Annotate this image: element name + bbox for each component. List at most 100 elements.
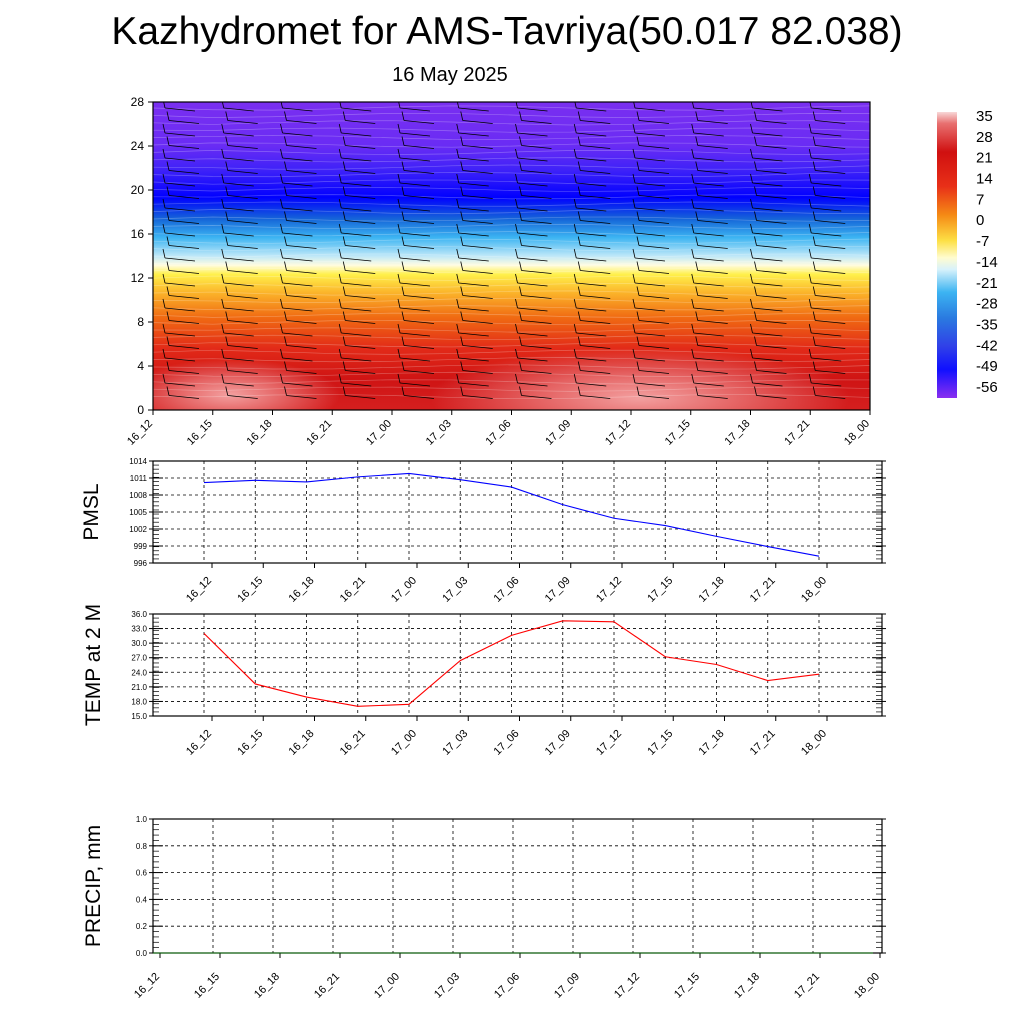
wind-barb <box>815 295 846 299</box>
wind-barb <box>286 220 317 224</box>
x-tick-label: 16_18 <box>287 575 317 605</box>
wind-barb <box>399 157 431 162</box>
wind-barb <box>227 320 258 324</box>
wind-barb <box>223 257 254 262</box>
x-tick-label: 18_00 <box>799 728 829 758</box>
heatmap-panel: 0 4 8 12 16 20 24 28 16_12 16_15 16_18 16_21 17_00 1… <box>125 95 872 448</box>
y-tick-label: 0.0 <box>136 949 148 958</box>
wind-barb <box>811 282 842 287</box>
wind-barb <box>576 257 607 262</box>
wind-barb <box>164 382 196 387</box>
wind-barb <box>580 320 611 324</box>
wind-barb <box>345 295 376 299</box>
x-tick-label: 16_15 <box>192 971 222 1001</box>
x-tick-label: 17_09 <box>543 728 573 758</box>
wind-barb <box>399 282 431 287</box>
wind-barb <box>168 345 200 349</box>
y-tick-label: 24.0 <box>131 668 147 677</box>
wind-barb <box>341 282 372 287</box>
wind-barb <box>634 382 666 387</box>
wind-barb <box>756 120 787 124</box>
wind-barb <box>168 195 200 199</box>
wind-barb <box>164 257 196 262</box>
wind-barb <box>341 207 372 212</box>
wind-barbs <box>162 102 846 399</box>
x-tick-label: 17_06 <box>492 728 522 758</box>
wind-barb <box>458 282 489 287</box>
chart-title: Kazhydromet for AMS-Tavriya(50.017 82.03… <box>111 10 903 53</box>
wind-barb <box>811 232 842 237</box>
x-tick-label: 17_06 <box>492 575 522 605</box>
wind-barb <box>458 107 489 112</box>
wind-barb <box>580 295 611 299</box>
wind-barb <box>517 257 548 262</box>
wind-barb <box>286 145 317 149</box>
heatmap-x-tick: 16_15 <box>185 418 215 448</box>
x-tick-label: 17_06 <box>492 971 522 1001</box>
wind-barb <box>282 257 313 262</box>
heatmap-hotspot-left <box>153 359 340 410</box>
colorbar-label: 7 <box>976 191 984 208</box>
wind-barb <box>403 295 435 299</box>
wind-barb <box>576 357 607 362</box>
wind-barb <box>164 132 196 137</box>
x-tick-label: 17_09 <box>543 575 573 605</box>
wind-barb <box>227 370 258 374</box>
temp-panel: 36.0 33.0 30.0 27.0 24.0 21.0 18.0 15.0 16_12 16_… <box>82 604 886 758</box>
x-tick-label: 17_03 <box>440 575 470 605</box>
wind-barb <box>286 245 317 249</box>
wind-barb <box>168 270 200 274</box>
heatmap-x-tick: 17_00 <box>364 418 394 448</box>
wind-barb <box>403 345 435 349</box>
wind-barb <box>576 307 607 312</box>
wind-barb <box>399 207 431 212</box>
wind-barb <box>462 120 493 124</box>
wind-barb <box>223 307 254 312</box>
wind-barb <box>282 107 313 112</box>
x-tick-label: 17_21 <box>748 575 778 605</box>
wind-barb <box>286 370 317 374</box>
wind-barb <box>580 395 611 399</box>
wind-barb <box>341 232 372 237</box>
wind-barb <box>399 107 431 112</box>
colorbar-label: -7 <box>976 233 989 250</box>
wind-barb <box>693 232 724 237</box>
wind-barb <box>282 382 313 387</box>
x-tick-label: 17_00 <box>372 971 402 1001</box>
wind-barb <box>638 320 670 324</box>
x-tick-label: 16_18 <box>252 971 282 1001</box>
wind-barb <box>164 307 196 312</box>
wind-barb <box>341 382 372 387</box>
wind-barb <box>403 220 435 224</box>
wind-barb <box>576 282 607 287</box>
pmsl-panel: 1014 1011 1008 1005 1002 999 996 16_12 16_15 16_1… <box>80 457 886 605</box>
wind-barb <box>164 182 196 187</box>
wind-barb <box>634 232 666 237</box>
wind-barb <box>576 157 607 162</box>
wind-barb <box>517 132 548 137</box>
y-tick-label: 30.0 <box>131 639 147 648</box>
wind-barb <box>227 120 258 124</box>
wind-barb <box>752 132 783 137</box>
chart-date: 16 May 2025 <box>392 64 508 86</box>
x-tick-label: 17_03 <box>440 728 470 758</box>
wind-barb <box>756 295 787 299</box>
wind-barb <box>517 232 548 237</box>
wind-barb <box>697 195 728 199</box>
heatmap-y-tick: 28 <box>131 95 145 109</box>
y-tick-label: 0.2 <box>136 922 148 931</box>
heatmap-x-tick: 16_18 <box>245 418 275 448</box>
wind-barb <box>693 332 724 337</box>
wind-barb <box>345 170 376 174</box>
wind-barb <box>576 382 607 387</box>
wind-barb <box>521 220 552 224</box>
heatmap-x-tick: 16_12 <box>125 418 155 448</box>
wind-barb <box>576 182 607 187</box>
wind-barb <box>223 382 254 387</box>
wind-barb <box>286 320 317 324</box>
y-tick-label: 0.8 <box>136 842 148 851</box>
wind-barb <box>458 232 489 237</box>
wind-barb <box>638 170 670 174</box>
wind-barb <box>634 132 666 137</box>
wind-barb <box>756 320 787 324</box>
